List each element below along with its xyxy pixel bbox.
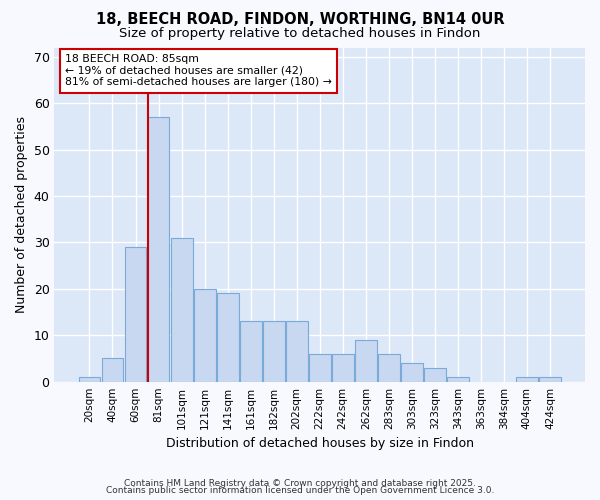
Bar	[539, 377, 561, 382]
Bar	[332, 354, 353, 382]
Text: Size of property relative to detached houses in Findon: Size of property relative to detached ho…	[119, 28, 481, 40]
Text: 18, BEECH ROAD, FINDON, WORTHING, BN14 0UR: 18, BEECH ROAD, FINDON, WORTHING, BN14 0…	[95, 12, 505, 28]
Bar	[516, 377, 538, 382]
Y-axis label: Number of detached properties: Number of detached properties	[15, 116, 28, 313]
Bar	[217, 294, 239, 382]
Bar	[240, 322, 262, 382]
Bar	[79, 377, 100, 382]
Text: Contains public sector information licensed under the Open Government Licence 3.: Contains public sector information licen…	[106, 486, 494, 495]
X-axis label: Distribution of detached houses by size in Findon: Distribution of detached houses by size …	[166, 437, 474, 450]
Bar	[194, 289, 215, 382]
Bar	[170, 238, 193, 382]
Bar	[263, 322, 284, 382]
Bar	[148, 117, 169, 382]
Bar	[378, 354, 400, 382]
Bar	[355, 340, 377, 382]
Bar	[101, 358, 124, 382]
Bar	[286, 322, 308, 382]
Text: 18 BEECH ROAD: 85sqm
← 19% of detached houses are smaller (42)
81% of semi-detac: 18 BEECH ROAD: 85sqm ← 19% of detached h…	[65, 54, 332, 88]
Text: Contains HM Land Registry data © Crown copyright and database right 2025.: Contains HM Land Registry data © Crown c…	[124, 478, 476, 488]
Bar	[401, 363, 423, 382]
Bar	[125, 247, 146, 382]
Bar	[424, 368, 446, 382]
Bar	[447, 377, 469, 382]
Bar	[309, 354, 331, 382]
